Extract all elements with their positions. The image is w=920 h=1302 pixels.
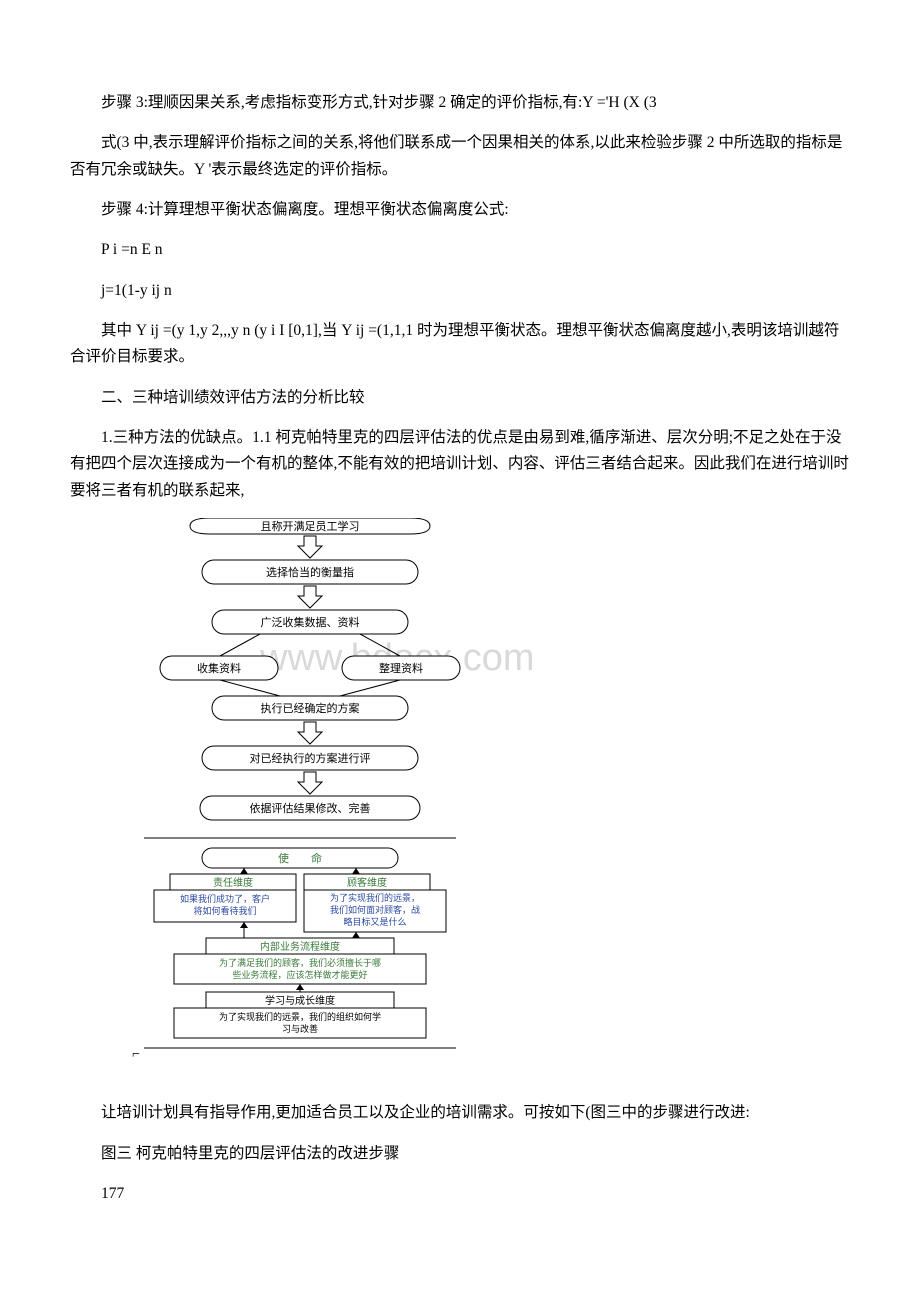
bsc-mission-text: 使 命 — [278, 851, 322, 865]
bsc-proc-text-1: 为了满足我们的顾客，我们必须擅长于哪 — [219, 957, 381, 968]
flowchart-node-4: 执行已经确定的方案 — [212, 696, 408, 720]
paragraph-improve: 让培训计划具有指导作用,更加适合员工以及企业的培训需求。可按如下(图三中的步骤进… — [70, 1100, 850, 1126]
bsc-resp-text-2: 将如何看待我们 — [193, 905, 256, 916]
flowchart-node-1: 选择恰当的衡量指 — [202, 560, 418, 584]
flowchart-node-3a-text: 收集资料 — [197, 661, 241, 675]
paragraph-yij-explain: 其中 Y ij =(y 1,y 2,,,y n (y i I [0,1],当 Y… — [70, 318, 850, 371]
flowchart-node-3b: 整理资料 — [342, 656, 460, 680]
split-connector — [220, 634, 400, 656]
diagram-container: www.bdocx.com 且称开满足员工学习 选择恰当的衡量指 — [130, 518, 850, 1072]
bsc-cust-text: 为了实现我们的远景， 我们如何面对顾客，战 略目标又是什么 — [304, 890, 446, 932]
bsc-cust-text-1: 为了实现我们的远景， — [330, 892, 420, 903]
flowchart-node-3a: 收集资料 — [160, 656, 278, 680]
flowchart-node-5-text: 对已经执行的方案进行评 — [250, 751, 371, 765]
paragraph-section2-heading: 二、三种培训绩效评估方法的分析比较 — [70, 385, 850, 411]
paragraph-step3: 步骤 3:理顺因果关系,考虑指标变形方式,针对步骤 2 确定的评价指标,有:Y … — [70, 90, 850, 116]
bsc-cust-text-3: 略目标又是什么 — [343, 916, 406, 927]
paragraph-formula-pi: P i =n E n — [70, 237, 850, 263]
merge-connector — [220, 680, 400, 696]
bsc-proc-dim-label: 内部业务流程维度 — [260, 940, 340, 953]
bsc-resp-text: 如果我们成功了，客户 将如何看待我们 — [154, 890, 296, 922]
bsc-learn-text-2: 习与改善 — [282, 1023, 318, 1034]
paragraph-three-methods: 1.三种方法的优缺点。1.1 柯克帕特里克的四层评估法的优点是由易到难,循序渐进… — [70, 425, 850, 504]
flowchart-node-1-text: 选择恰当的衡量指 — [266, 565, 354, 579]
bsc-resp-text-1: 如果我们成功了，客户 — [180, 893, 270, 904]
flowchart-node-6-text: 依据评估结果修改、完善 — [250, 801, 371, 815]
bsc-cust-dim: 顾客维度 — [304, 874, 430, 890]
flowchart-node-2: 广泛收集数据、资料 — [212, 610, 408, 634]
flowchart-node-3b-text: 整理资料 — [379, 661, 423, 675]
bsc-resp-dim: 责任维度 — [170, 874, 296, 890]
bsc-resp-dim-label: 责任维度 — [213, 876, 253, 889]
bsc-proc-dim: 内部业务流程维度 — [206, 938, 394, 954]
page-number: 177 — [70, 1181, 850, 1207]
flowchart-node-6: 依据评估结果修改、完善 — [200, 796, 420, 820]
arrow-5 — [298, 772, 322, 794]
arrow-2 — [298, 586, 322, 608]
paragraph-figure3-caption: 图三 柯克帕特里克的四层评估法的改进步骤 — [70, 1141, 850, 1167]
paragraph-step4: 步骤 4:计算理想平衡状态偏离度。理想平衡状态偏离度公式: — [70, 197, 850, 223]
arrow-1 — [298, 536, 322, 558]
flowchart-node-top: 且称开满足员工学习 — [190, 518, 430, 534]
bsc-learn-text-1: 为了实现我们的远景，我们的组织如何学 — [219, 1011, 381, 1022]
paragraph-formula-j: j=1(1-y ij n — [70, 278, 850, 304]
bsc-cust-dim-label: 顾客维度 — [347, 876, 387, 889]
flowchart-node-4-text: 执行已经确定的方案 — [261, 701, 360, 715]
flowchart-node-top-text: 且称开满足员工学习 — [261, 519, 360, 533]
flowchart-node-5: 对已经执行的方案进行评 — [202, 746, 418, 770]
paragraph-formula3-explain: 式(3 中,表示理解评价指标之间的关系,将他们联系成一个因果相关的体系,以此来检… — [70, 130, 850, 183]
arrow-4 — [298, 722, 322, 744]
bsc-learn-dim: 学习与成长维度 — [206, 992, 394, 1008]
bsc-proc-text: 为了满足我们的顾客，我们必须擅长于哪 些业务流程，应该怎样做才能更好 — [174, 954, 426, 984]
bsc-learn-text: 为了实现我们的远景，我们的组织如何学 习与改善 — [174, 1008, 426, 1038]
flowchart-node-2-text: 广泛收集数据、资料 — [261, 615, 360, 629]
flowchart-svg: 且称开满足员工学习 选择恰当的衡量指 广泛收集数据、资料 — [130, 518, 490, 1063]
bsc-learn-dim-label: 学习与成长维度 — [265, 994, 335, 1007]
bsc-proc-text-2: 些业务流程，应该怎样做才能更好 — [232, 969, 367, 980]
bracket-mark: ⌐ — [132, 1047, 140, 1062]
bsc-mission: 使 命 — [202, 848, 398, 868]
bsc-cust-text-2: 我们如何面对顾客，战 — [330, 904, 420, 915]
